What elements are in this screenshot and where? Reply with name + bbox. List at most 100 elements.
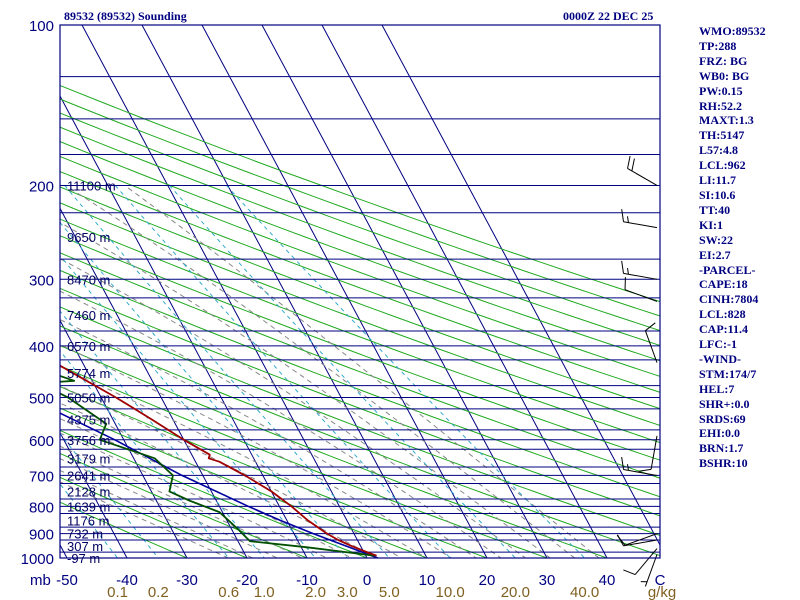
height-label: 5050 m xyxy=(67,391,110,406)
index-row: L57:4.8 xyxy=(699,143,738,158)
isotherm-line xyxy=(60,207,248,558)
isotherm-line xyxy=(141,25,428,558)
wind-barb xyxy=(627,168,658,186)
mixing-ratio-line xyxy=(114,185,451,558)
dry-adiabat-line xyxy=(60,155,660,377)
isotherm-line xyxy=(0,25,13,569)
height-label: -97 m xyxy=(67,551,100,566)
wind-barb xyxy=(623,469,658,476)
height-label: 8470 m xyxy=(67,272,110,287)
height-label: 9650 m xyxy=(67,230,110,245)
temperature-tick-label: 20 xyxy=(479,572,496,589)
temperature-tick-label: 10 xyxy=(419,572,436,589)
pressure-tick-label: 900 xyxy=(29,527,54,544)
wind-barb xyxy=(644,554,658,587)
moist-adiabat-line xyxy=(64,184,576,558)
isotherm-line xyxy=(60,319,188,558)
temperature-tick-label: -30 xyxy=(176,572,198,589)
index-row: HEL:7 xyxy=(699,381,735,396)
index-row: LI:11.7 xyxy=(699,173,737,188)
wind-barb-flag xyxy=(621,209,625,222)
dry-adiabat-line xyxy=(60,287,660,517)
wind-barb-flag xyxy=(638,468,652,472)
temperature-tick-label: 0 xyxy=(363,572,371,589)
index-row: EHI:0.0 xyxy=(699,426,741,441)
pressure-tick-label: 400 xyxy=(29,339,54,356)
sounding-time: 0000Z 22 DEC 25 xyxy=(563,9,654,23)
mixing-ratio-line xyxy=(60,483,119,558)
index-row: TP:288 xyxy=(699,38,737,53)
wind-barb-flag xyxy=(621,456,625,470)
grid-lines xyxy=(0,25,660,569)
index-row: SI:10.6 xyxy=(699,187,736,202)
height-label: 11100 m xyxy=(67,178,116,193)
mixing-ratio-tick-label: 20.0 xyxy=(501,584,530,600)
mixing-ratio-line xyxy=(64,185,390,558)
dry-adiabat-line xyxy=(60,269,660,498)
index-row: BSHR:10 xyxy=(699,456,748,471)
index-row: MAXT:1.3 xyxy=(699,113,754,128)
height-label: 307 m xyxy=(67,539,103,554)
wind-barb xyxy=(623,272,658,280)
index-row: CAP:11.4 xyxy=(699,322,748,337)
pressure-tick-label: 700 xyxy=(29,468,54,485)
isotherm-line xyxy=(201,25,488,558)
moist-adiabat-line xyxy=(60,481,230,558)
indices-panel: WMO:89532 TP:288 FRZ: BG WB0: BG PW:0.15 RH:5… xyxy=(699,24,799,471)
index-row: SW:22 xyxy=(699,232,734,247)
wind-barb xyxy=(623,221,658,229)
pressure-tick-label: 500 xyxy=(29,391,54,408)
dry-adiabat-line xyxy=(60,235,660,461)
wind-barb xyxy=(650,435,658,470)
pressure-unit-label: mb xyxy=(30,572,51,589)
wind-barb-flag xyxy=(621,260,625,274)
profile-lines xyxy=(60,364,379,558)
wind-barb xyxy=(624,533,658,546)
pressure-tick-label: 1000 xyxy=(21,551,54,568)
index-row: FRZ: BG xyxy=(699,53,748,68)
mixing-ratio-tick-label: 3.0 xyxy=(337,584,358,600)
height-label: 4375 m xyxy=(67,413,110,428)
index-row: PW:0.15 xyxy=(699,83,743,98)
pressure-tick-label: 600 xyxy=(29,433,54,450)
pressure-tick-label: 300 xyxy=(29,272,54,289)
dewpoint-trace xyxy=(60,374,375,557)
pressure-tick-label: 200 xyxy=(29,178,54,195)
temperature-tick-label: -10 xyxy=(296,572,318,589)
mixing-ratio-line xyxy=(60,432,159,558)
wind-barb-flag xyxy=(645,322,656,332)
pressure-tick-label: 800 xyxy=(29,499,54,516)
index-row: CAPE:18 xyxy=(699,277,748,292)
station-title: 89532 (89532) Sounding xyxy=(64,9,187,23)
wind-barb-flag xyxy=(627,155,631,169)
dry-adiabat-line xyxy=(60,252,660,479)
dry-adiabat-line xyxy=(60,126,660,347)
wind-barb-flag xyxy=(617,534,624,547)
mixing-ratio-tick-label: 0.1 xyxy=(107,584,128,600)
index-row: -PARCEL- xyxy=(699,262,756,277)
dry-adiabat-line xyxy=(60,476,249,558)
dry-adiabat-line xyxy=(60,84,660,303)
temperature-tick-label: -50 xyxy=(56,572,78,589)
height-label: 1176 m xyxy=(67,513,109,528)
index-row: WMO:89532 xyxy=(699,24,766,38)
dry-adiabat-line xyxy=(60,501,189,558)
index-row: BRN:1.7 xyxy=(699,441,744,456)
index-row: LFC:-1 xyxy=(699,337,737,352)
parcel-trace xyxy=(60,412,379,558)
wind-barb xyxy=(634,548,658,575)
wind-barb-half xyxy=(627,464,629,471)
index-row: LCL:962 xyxy=(699,158,746,173)
dry-adiabat-line xyxy=(60,171,660,393)
isotherm-line xyxy=(321,25,608,558)
wind-barb-flag xyxy=(631,158,635,172)
moist-adiabat-line xyxy=(124,184,600,558)
height-label: 5774 m xyxy=(67,366,110,381)
height-label: 7460 m xyxy=(67,308,110,323)
isotherm-line xyxy=(60,543,68,558)
temperature-trace xyxy=(60,364,377,557)
index-row: KI:1 xyxy=(699,217,723,232)
mixing-ratio-tick-label: 5.0 xyxy=(379,584,400,600)
